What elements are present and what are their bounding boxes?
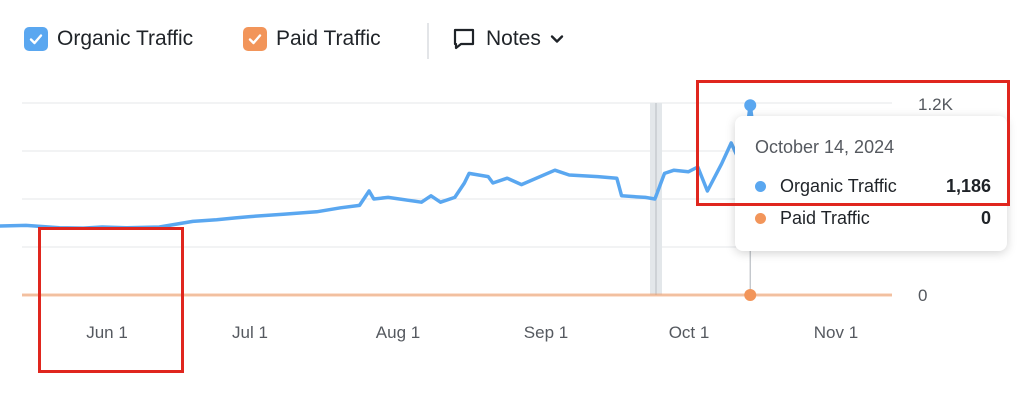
x-tick-label: Nov 1 [814,323,858,342]
annotation-box-jun [38,227,184,373]
organic-traffic-dot [755,181,766,192]
chart-tooltip: October 14, 2024 Organic Traffic 1,186 P… [735,116,1007,251]
organic-traffic-checkbox[interactable] [24,27,48,51]
chart-toolbar: Organic Traffic Paid Traffic Notes [0,0,1024,80]
y-tick-label: 1.2K [918,95,954,114]
series-line-organic-traffic [0,103,762,230]
tooltip-series-value: 0 [980,208,991,228]
organic-traffic-label: Organic Traffic [57,27,194,50]
hover-point-organic-traffic[interactable] [744,99,757,112]
y-axis: 1.2K 0 [918,95,954,305]
notes-dropdown-button[interactable]: Notes [452,27,565,51]
toolbar-divider [427,23,429,59]
tooltip-row-organic: Organic Traffic 1,186 [755,176,991,197]
tooltip-series-name: Organic Traffic [780,176,897,196]
checkmark-icon [29,34,43,45]
tooltip-date: October 14, 2024 [755,137,895,157]
tooltip-series-value: 1,186 [945,176,991,196]
paid-traffic-label: Paid Traffic [276,27,381,50]
tooltip-series-name: Paid Traffic [780,208,870,228]
paid-traffic-checkbox[interactable] [243,27,267,51]
notes-label: Notes [486,27,541,50]
hover-point-paid-traffic[interactable] [744,289,757,301]
annotation-box-tooltip [696,80,1010,206]
chevron-down-icon [550,35,564,43]
x-tick-label: Jul 1 [232,323,268,342]
legend-paid-traffic[interactable]: Paid Traffic [243,27,381,51]
x-tick-label: Sep 1 [524,323,568,342]
x-tick-label: Jun 1 [86,323,128,342]
speech-bubble-icon [453,28,475,50]
x-tick-label: Aug 1 [376,323,420,342]
legend-organic-traffic[interactable]: Organic Traffic [24,27,193,51]
y-tick-label: 0 [918,286,927,305]
tooltip-row-paid: Paid Traffic 0 [755,208,991,229]
checkmark-icon [248,34,262,45]
x-axis: Jun 1 Jul 1 Aug 1 Sep 1 Oct 1 Nov 1 [86,323,858,342]
x-tick-label: Oct 1 [669,323,710,342]
paid-traffic-dot [755,213,766,224]
